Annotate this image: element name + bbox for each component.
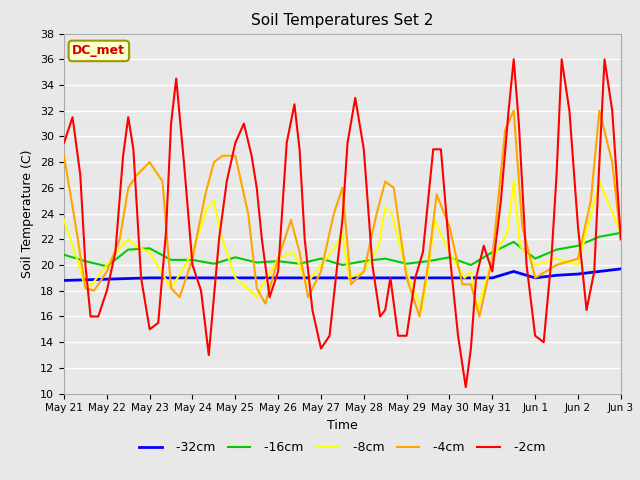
X-axis label: Time: Time — [327, 419, 358, 432]
Title: Soil Temperatures Set 2: Soil Temperatures Set 2 — [252, 13, 433, 28]
Legend:  -32cm,  -16cm,  -8cm,  -4cm,  -2cm: -32cm, -16cm, -8cm, -4cm, -2cm — [134, 436, 550, 459]
Text: DC_met: DC_met — [72, 44, 125, 58]
Y-axis label: Soil Temperature (C): Soil Temperature (C) — [22, 149, 35, 278]
